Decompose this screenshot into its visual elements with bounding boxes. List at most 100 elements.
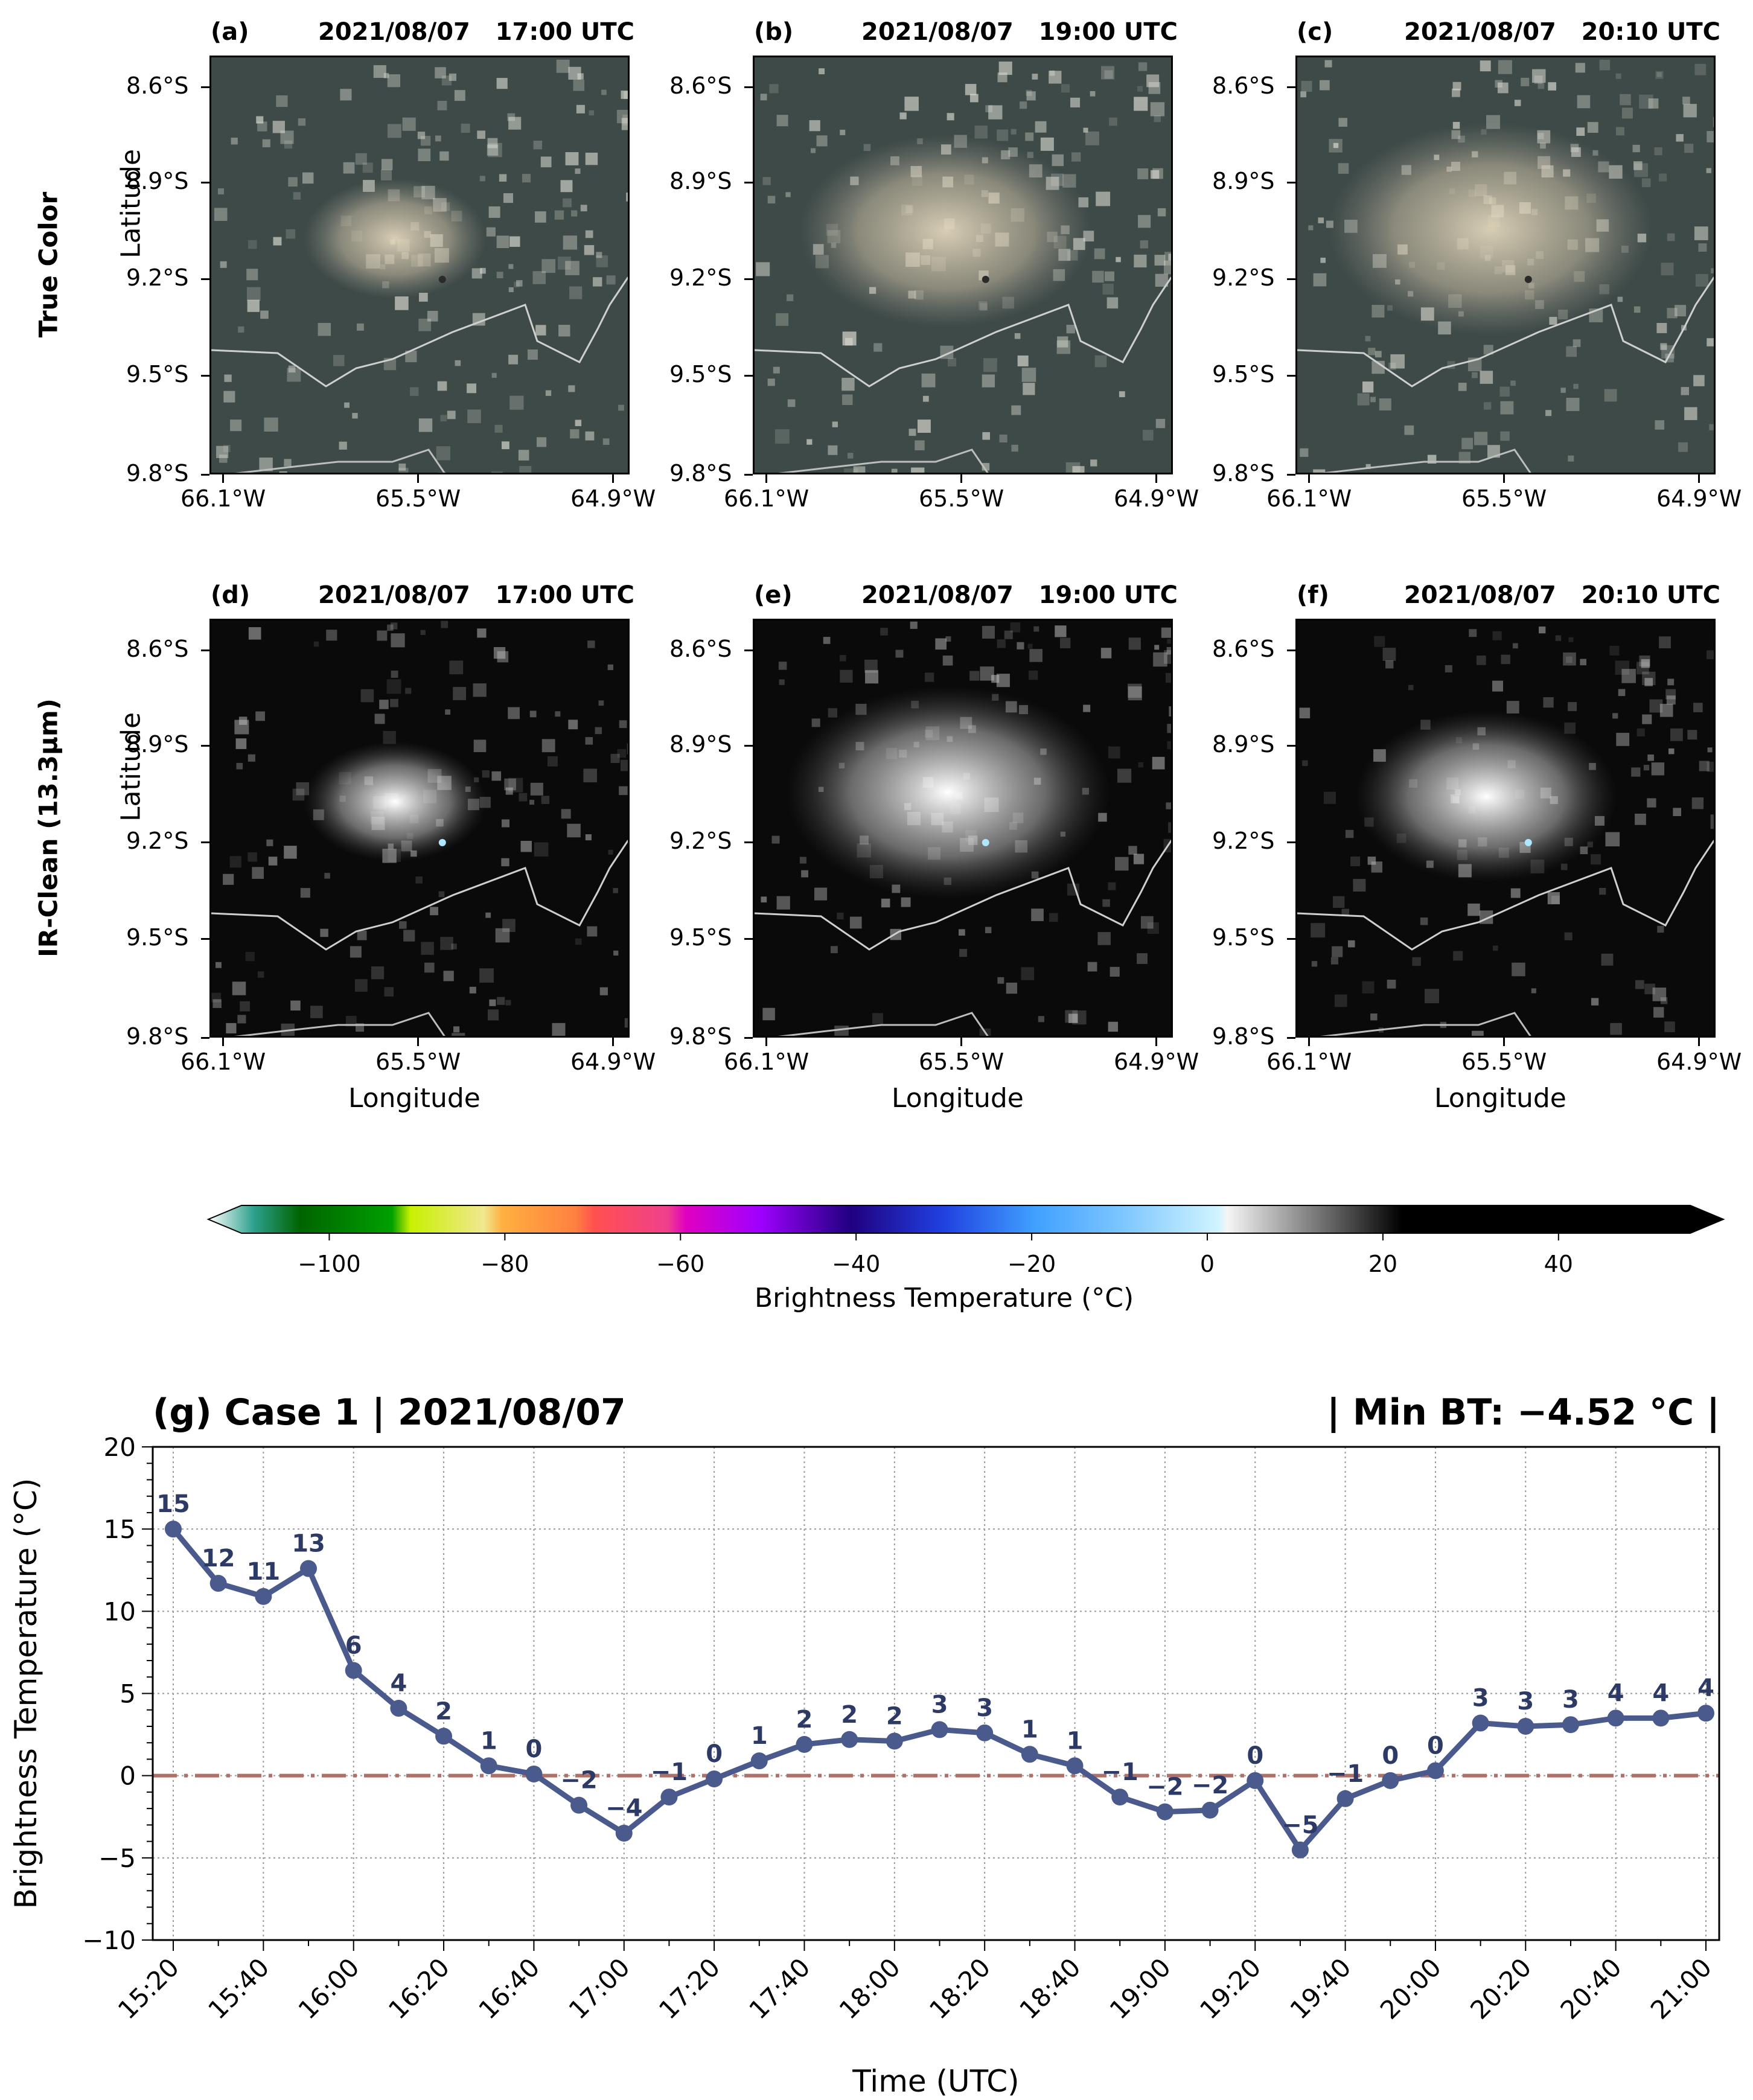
cloud-pixel (437, 100, 447, 110)
lat-tick-label: 9.2°S (1212, 828, 1275, 854)
lon-tick-mark (1155, 1038, 1157, 1046)
cloud-pixel (420, 136, 431, 146)
data-point (1201, 1801, 1219, 1819)
cloud-pixel (488, 206, 500, 218)
cloud-pixel (1684, 407, 1697, 420)
border-line (755, 840, 1171, 951)
lat-tick-mark (1287, 474, 1295, 476)
border-line (1320, 448, 1531, 473)
cloud-pixel (340, 89, 352, 101)
cloud-pixel (1302, 760, 1308, 767)
cloud-pixel (1510, 888, 1521, 898)
cloud-pixel (1537, 82, 1545, 89)
cloud-pixel (806, 439, 813, 445)
cloud-pixel (1311, 1036, 1324, 1038)
cloud-pixel (387, 124, 401, 138)
lat-tick-label: 8.6°S (1212, 72, 1275, 99)
cloud-pixel (410, 387, 419, 396)
cloud-pixel (1146, 74, 1160, 88)
cloud-pixel (799, 857, 806, 864)
cloud-pixel (1110, 966, 1120, 977)
cloud-pixel (1691, 797, 1704, 809)
cloud-pixel (1587, 122, 1598, 133)
cloud-pixel (1128, 637, 1141, 650)
cloud-pixel (830, 946, 838, 954)
cloud-pixel (1648, 98, 1659, 109)
cloud-pixel (1476, 655, 1486, 665)
lat-tick-mark (744, 745, 753, 747)
cloud-pixel (257, 971, 264, 978)
cloud-pixel (439, 151, 449, 161)
cloud-pixel (1017, 355, 1029, 366)
cloud-pixel (461, 123, 470, 133)
cloud-pixel (1128, 846, 1137, 855)
cloud-pixel (1568, 702, 1577, 712)
cloud-pixel (399, 921, 407, 929)
data-label: 0 (1382, 1742, 1399, 1770)
cloud-pixel (601, 89, 607, 95)
border-line (755, 276, 1171, 388)
cloud-pixel (1330, 957, 1338, 965)
cloud-pixel (760, 94, 767, 101)
cloud-pixel (613, 950, 619, 956)
data-label: 11 (247, 1558, 281, 1586)
cloud-pixel (1090, 91, 1096, 97)
cloud-pixel (1365, 464, 1371, 469)
x-tick-label: 15:40 (202, 1952, 275, 2025)
cloud-pixel (237, 1015, 246, 1024)
data-point (1472, 1714, 1489, 1732)
colorbar-graphic (206, 1205, 1725, 1240)
data-point (1607, 1709, 1624, 1727)
lon-tick-mark (1308, 474, 1310, 483)
cloud-pixel (504, 778, 516, 791)
lat-tick-mark (201, 745, 209, 747)
cloud-pixel (313, 641, 319, 647)
cloud-pixel (356, 323, 364, 331)
cloud-pixel (841, 377, 855, 391)
cloud-pixel (598, 700, 604, 706)
lat-tick-label: 9.5°S (126, 924, 189, 951)
cloud-pixel (568, 385, 575, 392)
cloud-pixel (286, 229, 296, 239)
cloud-pixel (377, 630, 388, 641)
cloud-pixel (1678, 442, 1688, 452)
cloud-pixel (593, 277, 602, 287)
cloud-pixel (418, 148, 431, 161)
lat-tick-label: 9.5°S (669, 361, 732, 388)
cloud-pixel (390, 622, 398, 630)
cloud-pixel (1555, 635, 1562, 641)
fire-hotspot (438, 838, 446, 846)
cloud-pixel (1707, 747, 1713, 753)
y-tick-label: 10 (104, 1597, 136, 1626)
cloud-pixel (260, 310, 269, 319)
data-label: 13 (292, 1530, 325, 1558)
cloud-pixel (1545, 410, 1552, 416)
cloud-pixel (801, 870, 808, 878)
cloud-pixel (1618, 689, 1626, 697)
cloud-pixel (1102, 283, 1114, 295)
lat-tick-label: 8.6°S (126, 636, 189, 662)
cloud-pixel (616, 109, 628, 124)
cloud-pixel (999, 434, 1007, 443)
cloud-pixel (1166, 802, 1171, 809)
cloud-pixel (1347, 940, 1355, 948)
lon-tick-label: 66.1°W (724, 485, 809, 512)
cloud-pixel (585, 230, 593, 238)
cloud-pixel (395, 296, 409, 310)
cloud-pixel (1656, 72, 1662, 77)
cloud-pixel (1636, 728, 1645, 736)
cloud-pixel (1085, 131, 1100, 145)
cloud-pixel (292, 788, 305, 801)
cloud-pixel (845, 337, 853, 346)
cloud-pixel (1480, 371, 1493, 384)
fire-hotspot (982, 275, 989, 283)
cloud-pixel (1368, 348, 1376, 356)
lat-tick-label: 8.9°S (1212, 731, 1275, 758)
cloud-pixel (496, 272, 503, 279)
cloud-pixel (1495, 80, 1502, 88)
cloud-pixel (1641, 659, 1650, 668)
cloud-pixel (608, 849, 613, 855)
cloud-pixel (467, 383, 477, 394)
lon-tick-label: 66.1°W (1266, 1048, 1352, 1075)
cloud-pixel (583, 768, 598, 783)
